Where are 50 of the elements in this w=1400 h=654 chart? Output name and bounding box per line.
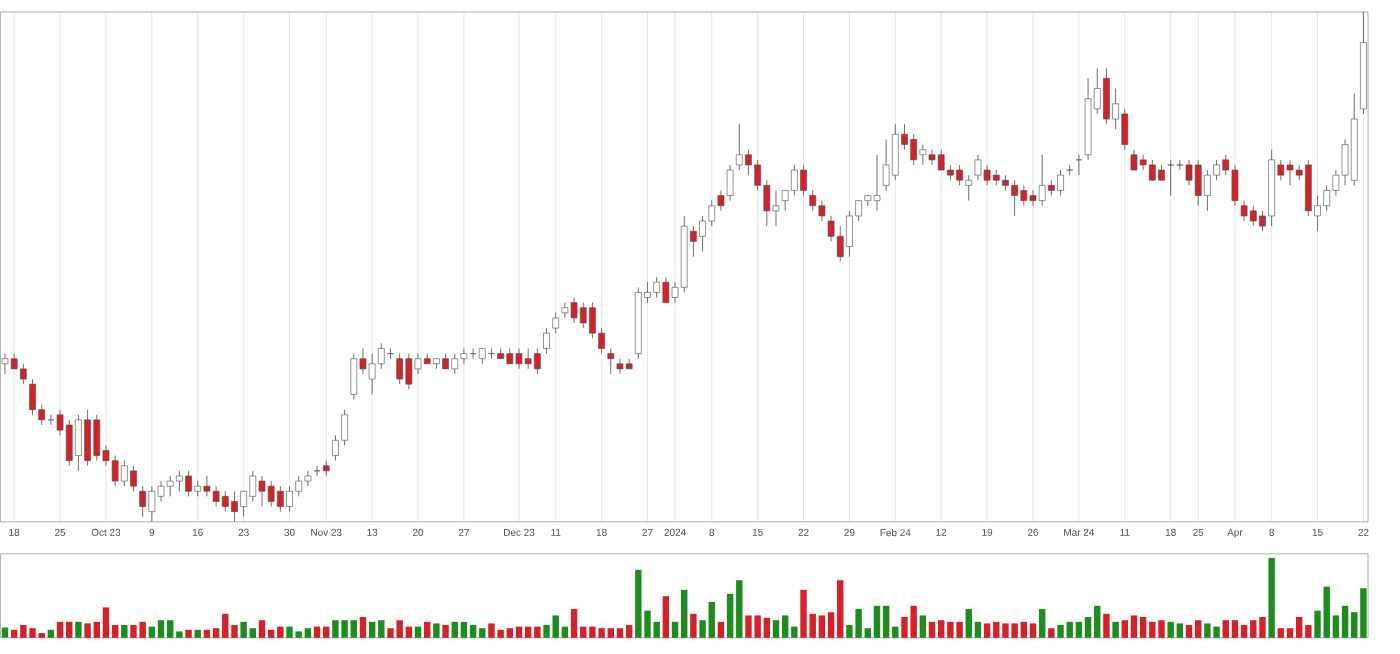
bar <box>460 621 468 638</box>
candlestick <box>607 348 615 375</box>
bar <box>873 605 881 638</box>
bar <box>1268 557 1275 638</box>
bar <box>1038 609 1046 638</box>
bar <box>313 626 321 638</box>
bar <box>102 607 110 638</box>
bar <box>157 620 165 638</box>
bar <box>1 627 9 638</box>
bar <box>148 626 156 638</box>
bar <box>1231 620 1239 638</box>
bar <box>1103 613 1110 638</box>
bar <box>56 621 64 638</box>
bar <box>690 613 697 638</box>
bar <box>203 629 211 638</box>
bar <box>680 589 688 638</box>
bar <box>1277 628 1285 638</box>
bar <box>47 629 55 638</box>
bar <box>414 626 422 638</box>
bar <box>1112 621 1119 638</box>
bar <box>1130 615 1138 638</box>
bar <box>625 625 633 638</box>
bar <box>983 623 991 638</box>
bar <box>662 596 670 638</box>
bar <box>185 629 192 638</box>
bar <box>1029 623 1037 638</box>
candlestick <box>543 327 550 355</box>
candlestick <box>1167 159 1175 197</box>
bar <box>359 617 367 638</box>
bar <box>1240 625 1248 638</box>
bar <box>75 621 82 638</box>
bar <box>433 623 440 638</box>
bar <box>424 621 431 638</box>
bar <box>515 626 523 638</box>
bar <box>1341 605 1349 638</box>
bar <box>121 625 128 638</box>
bar <box>919 615 927 638</box>
candlestick <box>1066 164 1074 176</box>
candlestick <box>552 312 560 334</box>
bar <box>928 621 936 638</box>
bar <box>772 620 780 638</box>
bar <box>616 628 624 638</box>
bar <box>258 620 266 638</box>
bar <box>442 625 449 638</box>
bar <box>570 609 578 638</box>
bar <box>469 625 477 638</box>
bar <box>194 629 201 638</box>
bar <box>1185 625 1193 638</box>
bar <box>717 621 725 638</box>
bar <box>1048 628 1055 638</box>
